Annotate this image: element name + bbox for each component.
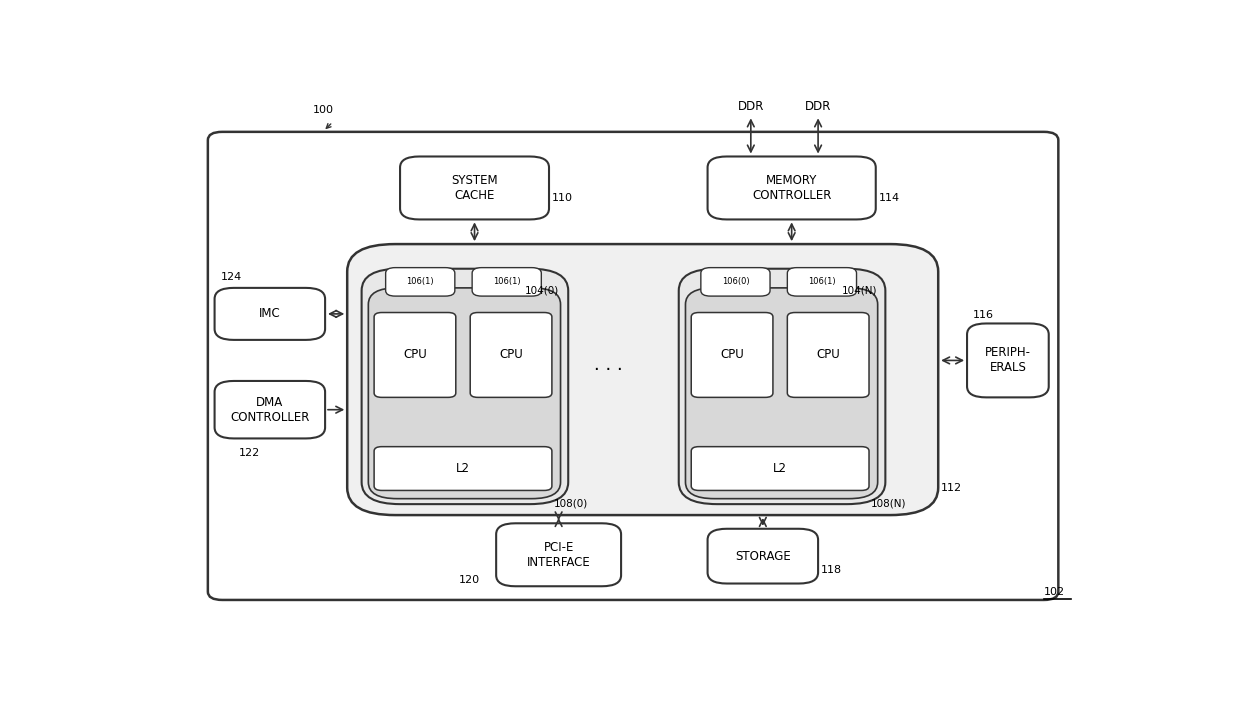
Text: 118: 118 [821,565,842,574]
Text: PCI-E
INTERFACE: PCI-E INTERFACE [527,541,590,569]
FancyBboxPatch shape [374,313,456,397]
Text: 104(N): 104(N) [842,286,878,296]
FancyBboxPatch shape [967,324,1049,397]
Text: 116: 116 [973,309,994,320]
Text: 106(1): 106(1) [808,277,836,287]
FancyBboxPatch shape [708,156,875,220]
FancyBboxPatch shape [386,267,455,296]
FancyBboxPatch shape [701,267,770,296]
FancyBboxPatch shape [470,313,552,397]
Text: CPU: CPU [720,348,744,361]
FancyBboxPatch shape [708,529,818,584]
FancyBboxPatch shape [208,132,1059,600]
Text: L2: L2 [456,462,470,475]
FancyBboxPatch shape [368,288,560,498]
Text: IMC: IMC [259,307,280,321]
Text: DDR: DDR [805,100,831,112]
Text: 110: 110 [552,193,573,203]
Text: 106(1): 106(1) [407,277,434,287]
FancyBboxPatch shape [686,288,878,498]
Text: 124: 124 [221,272,242,282]
Text: PERIPH-
ERALS: PERIPH- ERALS [985,346,1030,375]
Text: 106(0): 106(0) [722,277,749,287]
FancyBboxPatch shape [496,523,621,587]
Text: 104(0): 104(0) [525,286,559,296]
Text: DMA
CONTROLLER: DMA CONTROLLER [231,396,310,424]
Text: CPU: CPU [816,348,839,361]
FancyBboxPatch shape [347,244,939,515]
FancyBboxPatch shape [787,267,857,296]
FancyBboxPatch shape [401,156,549,220]
Text: 102: 102 [1044,587,1065,597]
Text: 100: 100 [312,105,334,115]
FancyBboxPatch shape [787,313,869,397]
Text: DDR: DDR [738,100,764,112]
Text: CPU: CPU [500,348,523,361]
FancyBboxPatch shape [472,267,542,296]
Text: L2: L2 [773,462,787,475]
Text: MEMORY
CONTROLLER: MEMORY CONTROLLER [751,174,831,202]
Text: STORAGE: STORAGE [735,550,791,562]
FancyBboxPatch shape [215,381,325,439]
Text: . . .: . . . [594,356,622,373]
Text: 114: 114 [879,193,900,203]
FancyBboxPatch shape [691,447,869,491]
FancyBboxPatch shape [215,288,325,340]
Text: 108(N): 108(N) [870,498,906,508]
Text: 122: 122 [238,448,260,458]
Text: 120: 120 [459,575,480,585]
Text: SYSTEM
CACHE: SYSTEM CACHE [451,174,497,202]
FancyBboxPatch shape [678,269,885,504]
FancyBboxPatch shape [691,313,773,397]
FancyBboxPatch shape [362,269,568,504]
Text: CPU: CPU [403,348,427,361]
Text: 106(1): 106(1) [494,277,521,287]
Text: 108(0): 108(0) [554,498,588,508]
Text: 112: 112 [941,483,962,493]
FancyBboxPatch shape [374,447,552,491]
